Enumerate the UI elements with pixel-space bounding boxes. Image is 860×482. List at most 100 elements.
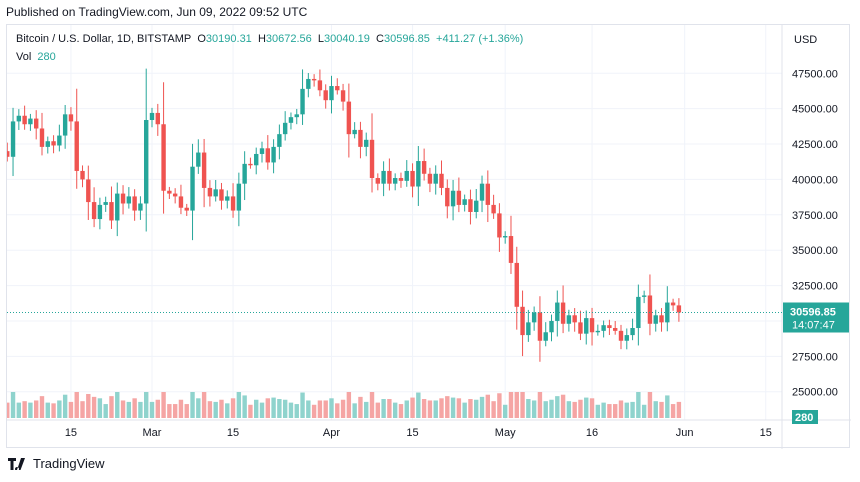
candle-body[interactable]	[7, 151, 10, 157]
volume-bar[interactable]	[560, 394, 566, 418]
volume-bar[interactable]	[7, 402, 10, 418]
candle-body[interactable]	[329, 86, 334, 101]
candle-body[interactable]	[670, 302, 676, 306]
candle-body[interactable]	[584, 318, 589, 334]
candle-body[interactable]	[39, 128, 45, 147]
volume-bar[interactable]	[387, 399, 392, 418]
candle-body[interactable]	[450, 190, 456, 207]
volume-bar[interactable]	[335, 403, 340, 418]
volume-bar[interactable]	[537, 392, 543, 418]
candle-body[interactable]	[51, 141, 56, 146]
candle-body[interactable]	[86, 179, 91, 203]
candle-body[interactable]	[282, 122, 288, 135]
candle-body[interactable]	[630, 328, 635, 336]
volume-bar[interactable]	[74, 392, 79, 418]
volume-bar[interactable]	[248, 404, 253, 418]
candle-body[interactable]	[641, 295, 647, 297]
candle-body[interactable]	[68, 114, 74, 122]
volume-bar[interactable]	[167, 404, 172, 418]
candle-body[interactable]	[514, 262, 519, 307]
candlestick-chart[interactable]: USD25000.0027500.0030000.0032500.0035000…	[7, 25, 851, 449]
candle-body[interactable]	[126, 196, 132, 204]
candle-body[interactable]	[317, 80, 323, 91]
volume-bar[interactable]	[80, 401, 85, 418]
volume-bar[interactable]	[404, 400, 409, 418]
volume-bar[interactable]	[155, 399, 160, 418]
chart-frame[interactable]: USD25000.0027500.0030000.0032500.0035000…	[6, 24, 851, 449]
candle-body[interactable]	[653, 315, 658, 324]
volume-bar[interactable]	[630, 401, 635, 418]
candle-body[interactable]	[404, 170, 409, 181]
volume-bar[interactable]	[28, 402, 33, 418]
volume-bar[interactable]	[178, 399, 184, 418]
candle-body[interactable]	[676, 305, 682, 313]
candle-body[interactable]	[167, 190, 172, 194]
candle-body[interactable]	[213, 189, 218, 197]
volume-bar[interactable]	[514, 392, 519, 418]
candle-body[interactable]	[416, 161, 421, 187]
volume-bar[interactable]	[196, 398, 201, 418]
candle-body[interactable]	[427, 173, 433, 184]
candle-body[interactable]	[207, 187, 213, 197]
candle-body[interactable]	[624, 335, 629, 341]
volume-bar[interactable]	[578, 399, 583, 418]
volume-bar[interactable]	[352, 403, 357, 418]
volume-bar[interactable]	[207, 401, 213, 418]
volume-bar[interactable]	[502, 404, 508, 418]
candle-body[interactable]	[502, 236, 508, 238]
candle-body[interactable]	[381, 170, 386, 184]
volume-bar[interactable]	[86, 393, 91, 418]
candle-body[interactable]	[508, 236, 514, 263]
volume-bar[interactable]	[161, 392, 166, 418]
volume-bar[interactable]	[132, 398, 137, 418]
candle-body[interactable]	[613, 328, 618, 331]
volume-bar[interactable]	[329, 398, 334, 418]
volume-bar[interactable]	[219, 399, 224, 418]
candle-body[interactable]	[647, 295, 653, 324]
volume-bar[interactable]	[323, 400, 328, 418]
candle-body[interactable]	[91, 202, 97, 220]
volume-bar[interactable]	[607, 404, 612, 418]
candle-body[interactable]	[277, 134, 282, 147]
candle-body[interactable]	[144, 120, 149, 204]
candle-body[interactable]	[531, 312, 537, 323]
candle-body[interactable]	[155, 112, 160, 125]
candle-body[interactable]	[103, 202, 108, 205]
volume-bar[interactable]	[311, 404, 317, 418]
volume-bar[interactable]	[392, 402, 398, 418]
candle-body[interactable]	[178, 196, 184, 208]
candle-body[interactable]	[618, 330, 624, 341]
candle-body[interactable]	[421, 161, 427, 174]
candle-body[interactable]	[445, 187, 450, 207]
candle-body[interactable]	[172, 193, 178, 197]
volume-bar[interactable]	[115, 392, 120, 418]
candle-body[interactable]	[456, 190, 462, 205]
volume-bar[interactable]	[306, 400, 311, 418]
volume-bar[interactable]	[190, 392, 195, 418]
candle-body[interactable]	[410, 170, 415, 187]
volume-bar[interactable]	[109, 396, 114, 418]
volume-bar[interactable]	[10, 392, 16, 418]
volume-bar[interactable]	[45, 402, 50, 418]
volume-bar[interactable]	[416, 392, 421, 418]
volume-bar[interactable]	[265, 398, 270, 418]
volume-bar[interactable]	[317, 400, 323, 418]
volume-bar[interactable]	[433, 400, 438, 418]
candle-body[interactable]	[601, 325, 606, 331]
volume-bar[interactable]	[520, 392, 525, 418]
candle-body[interactable]	[346, 101, 352, 135]
candle-body[interactable]	[225, 196, 230, 201]
volume-bar[interactable]	[34, 400, 39, 418]
volume-bar[interactable]	[68, 401, 74, 418]
volume-bar[interactable]	[300, 392, 305, 418]
candle-body[interactable]	[184, 207, 189, 211]
candle-body[interactable]	[468, 199, 473, 212]
volume-bar[interactable]	[62, 394, 68, 418]
volume-bar[interactable]	[601, 402, 606, 418]
volume-bar[interactable]	[51, 403, 56, 418]
volume-bar[interactable]	[16, 402, 22, 418]
candle-body[interactable]	[230, 196, 236, 211]
candle-body[interactable]	[259, 148, 265, 154]
candle-body[interactable]	[537, 312, 543, 341]
volume-bar[interactable]	[57, 400, 62, 418]
